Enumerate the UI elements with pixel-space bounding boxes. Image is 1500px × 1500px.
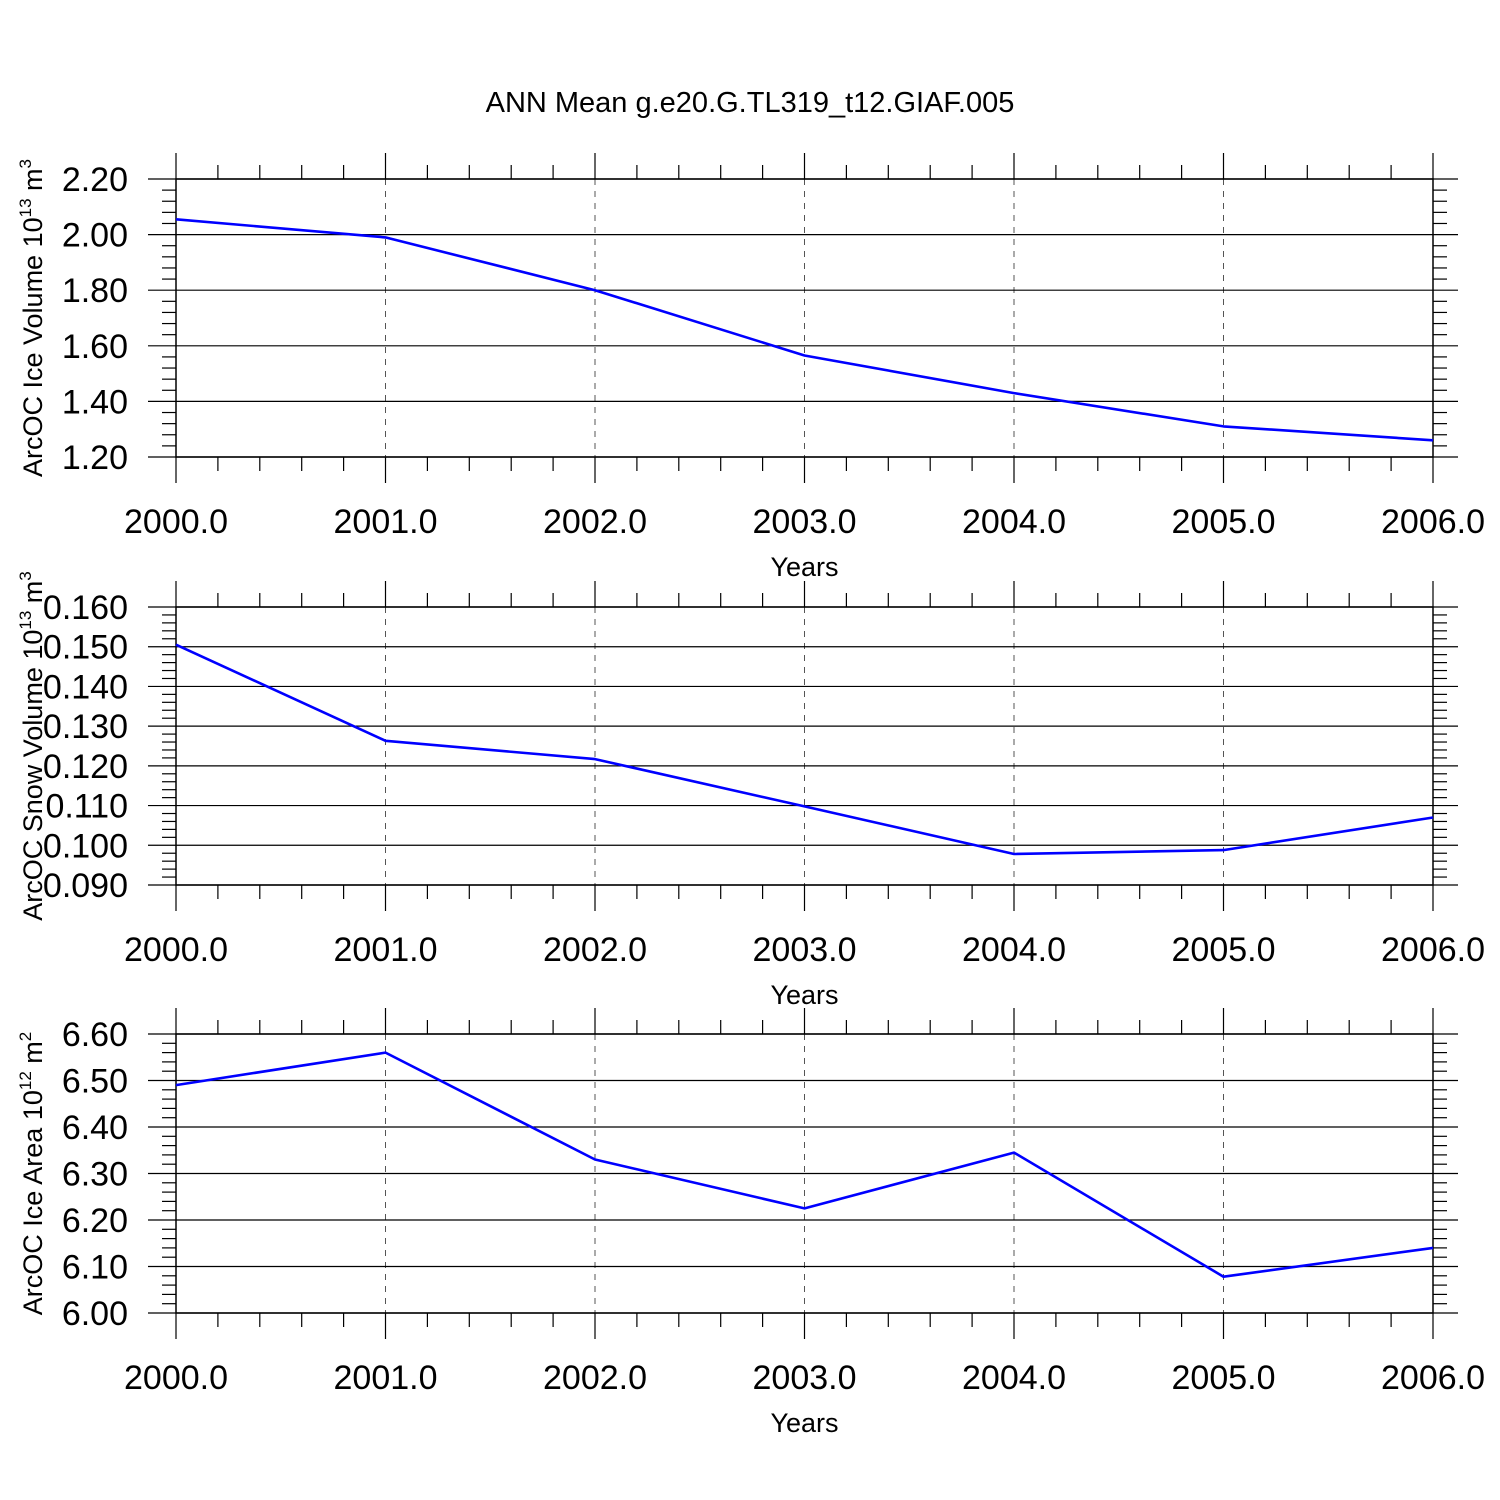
x-tick-label: 2000.0 xyxy=(124,1359,228,1397)
x-tick-label: 2002.0 xyxy=(543,931,647,969)
y-tick-label: 6.50 xyxy=(62,1063,128,1101)
x-tick-label: 2003.0 xyxy=(753,1359,857,1397)
y-tick-label: 2.00 xyxy=(62,217,128,255)
plot-frame xyxy=(175,1033,1434,1314)
y-axis-label: ArcOC Ice Volume 1013 m3 xyxy=(16,159,48,477)
y-tick-label: 0.150 xyxy=(43,629,128,667)
x-tick-label: 2003.0 xyxy=(753,931,857,969)
y-tick-label: 0.140 xyxy=(43,668,128,706)
y-tick-label: 1.60 xyxy=(62,328,128,366)
y-tick-label: 0.160 xyxy=(43,589,128,627)
y-axis-label-exponent: 13 xyxy=(16,198,35,217)
plot-frame xyxy=(175,178,1434,458)
y-axis-label-exponent: 2 xyxy=(16,1032,35,1041)
y-tick-label: 6.20 xyxy=(62,1202,128,1240)
x-tick-label: 2006.0 xyxy=(1381,931,1485,969)
x-tick-label: 2005.0 xyxy=(1172,1359,1276,1397)
x-tick-label: 2004.0 xyxy=(962,931,1066,969)
y-tick-label: 1.40 xyxy=(62,383,128,421)
series-line xyxy=(175,643,1434,856)
y-tick-label: 2.20 xyxy=(62,161,128,199)
y-axis-label-exponent: 13 xyxy=(16,611,35,630)
y-tick-label: 0.120 xyxy=(43,748,128,786)
x-tick-label: 2004.0 xyxy=(962,503,1066,541)
x-axis-label: Years xyxy=(770,1408,838,1438)
x-tick-label: 2002.0 xyxy=(543,503,647,541)
y-axis-label-text: m xyxy=(18,581,48,611)
x-axis-label: Years xyxy=(770,980,838,1010)
x-tick-label: 2006.0 xyxy=(1381,503,1485,541)
x-tick-label: 2001.0 xyxy=(334,1359,438,1397)
x-tick-label: 2001.0 xyxy=(334,503,438,541)
x-tick-label: 2004.0 xyxy=(962,1359,1066,1397)
plot-frame xyxy=(175,606,1434,886)
y-tick-label: 0.110 xyxy=(45,788,128,826)
y-tick-label: 6.00 xyxy=(62,1295,128,1333)
series-line xyxy=(175,218,1434,442)
x-tick-label: 2006.0 xyxy=(1381,1359,1485,1397)
y-axis-label-text: ArcOC Ice Volume 10 xyxy=(18,217,48,477)
x-tick-label: 2003.0 xyxy=(753,503,857,541)
chart-panel-3: 6.00 6.10 6.20 6.30 6.40 6.50 6.60 2000.0 2001.0… xyxy=(16,1008,1485,1438)
x-tick-label: 2000.0 xyxy=(124,931,228,969)
panels: 1.20 1.40 1.60 1.80 2.00 2.20 2000.0 2001.0 2002… xyxy=(16,153,1485,1438)
y-tick-label: 6.30 xyxy=(62,1156,128,1194)
y-tick-label: 1.80 xyxy=(62,272,128,310)
x-tick-label: 2005.0 xyxy=(1172,931,1276,969)
y-tick-label: 1.20 xyxy=(62,439,128,477)
series-line xyxy=(175,1051,1434,1278)
y-axis-label-text: m xyxy=(18,1041,48,1071)
y-tick-label: 0.090 xyxy=(43,867,128,905)
y-axis-label-text: m xyxy=(18,168,48,198)
y-tick-label: 6.60 xyxy=(62,1016,128,1054)
y-tick-label: 0.100 xyxy=(43,827,128,865)
x-axis-label: Years xyxy=(770,552,838,582)
y-axis-label: ArcOC Ice Area 1012 m2 xyxy=(16,1032,48,1316)
y-tick-label: 6.40 xyxy=(62,1109,128,1147)
y-axis-label-text: ArcOC Snow Volume 10 xyxy=(18,630,48,921)
chart-panel-1: 1.20 1.40 1.60 1.80 2.00 2.20 2000.0 2001.0 2002… xyxy=(16,153,1485,582)
y-tick-label: 6.10 xyxy=(62,1249,128,1287)
x-tick-label: 2000.0 xyxy=(124,503,228,541)
chart-panel-2: 0.0900.1000.1100.1200.1300.1400.1500.160… xyxy=(16,571,1485,1010)
chart-title: ANN Mean g.e20.G.TL319_t12.GIAF.005 xyxy=(486,87,1015,119)
x-tick-label: 2005.0 xyxy=(1172,503,1276,541)
y-axis-label-exponent: 3 xyxy=(16,571,35,580)
y-axis-label-text: ArcOC Ice Area 10 xyxy=(18,1090,48,1315)
y-axis-label: ArcOC Snow Volume 1013 m3 xyxy=(16,571,48,921)
x-tick-label: 2001.0 xyxy=(334,931,438,969)
x-tick-label: 2002.0 xyxy=(543,1359,647,1397)
y-axis-label-exponent: 3 xyxy=(16,159,35,168)
y-axis-label-exponent: 12 xyxy=(16,1071,35,1090)
y-tick-label: 0.130 xyxy=(43,708,128,746)
